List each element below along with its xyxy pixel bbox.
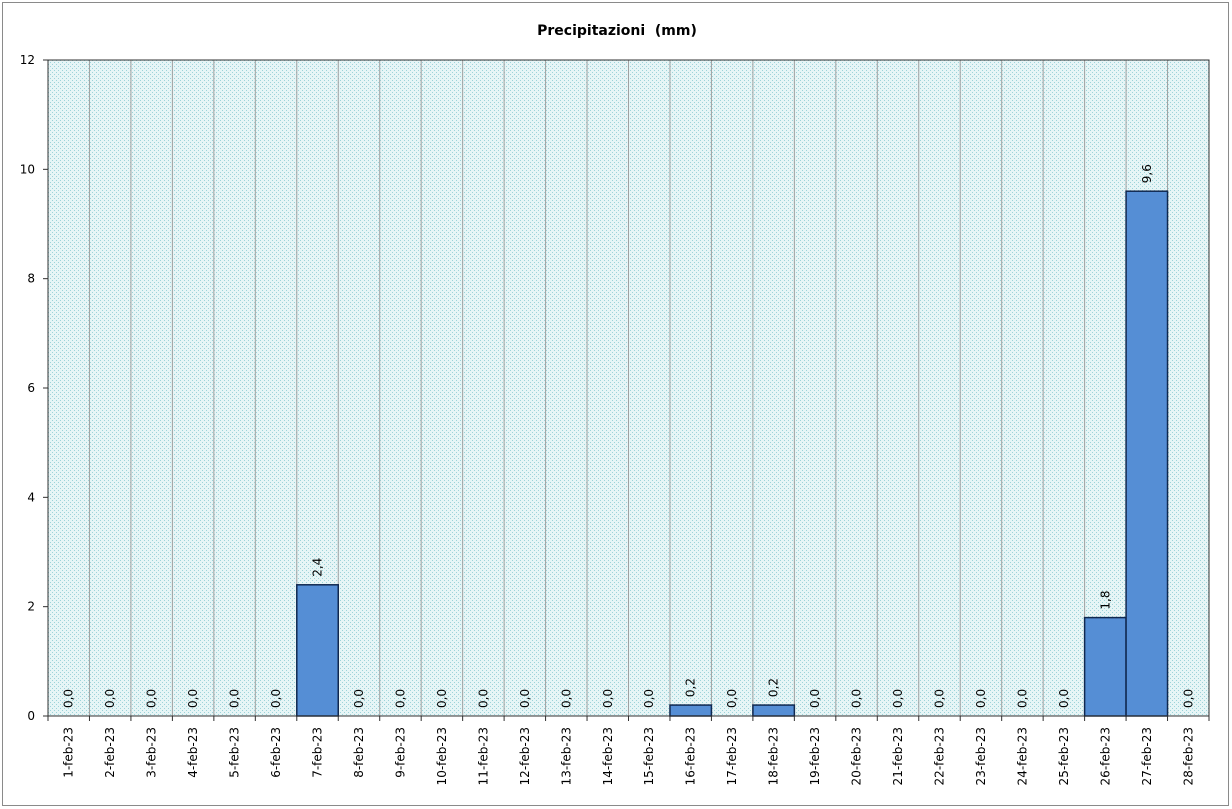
- data-label: 0,0: [103, 689, 117, 708]
- y-tick-label: 10: [20, 162, 35, 176]
- x-tick-label: 10-feb-23: [435, 727, 449, 785]
- data-label: 0,2: [684, 678, 698, 697]
- x-tick-label: 8-feb-23: [352, 727, 366, 778]
- y-tick-label: 12: [20, 53, 35, 67]
- data-label: 0,0: [601, 689, 615, 708]
- y-tick-label: 6: [27, 381, 35, 395]
- data-label: 0,0: [393, 689, 407, 708]
- data-label: 0,0: [435, 689, 449, 708]
- data-label: 2,4: [311, 558, 325, 577]
- x-tick-label: 9-feb-23: [393, 727, 407, 778]
- data-label: 0,0: [1057, 689, 1071, 708]
- x-tick-label: 1-feb-23: [62, 727, 76, 778]
- data-label: 1,8: [1098, 591, 1112, 610]
- x-tick-label: 2-feb-23: [103, 727, 117, 778]
- x-tick-label: 12-feb-23: [518, 727, 532, 785]
- x-tick-label: 23-feb-23: [974, 727, 988, 785]
- y-tick-label: 2: [27, 600, 35, 614]
- data-label: 0,0: [808, 689, 822, 708]
- data-label: 0,0: [476, 689, 490, 708]
- data-label: 0,0: [850, 689, 864, 708]
- data-label: 0,0: [974, 689, 988, 708]
- x-tick-label: 18-feb-23: [767, 727, 781, 785]
- x-tick-label: 21-feb-23: [891, 727, 905, 785]
- data-label: 0,0: [1181, 689, 1195, 708]
- x-tick-label: 17-feb-23: [725, 727, 739, 785]
- x-tick-label: 22-feb-23: [932, 727, 946, 785]
- x-tick-label: 13-feb-23: [559, 727, 573, 785]
- y-tick-label: 4: [27, 490, 35, 504]
- bar: [669, 704, 713, 717]
- data-label: 0,0: [352, 689, 366, 708]
- data-label: 0,0: [725, 689, 739, 708]
- data-label: 0,0: [518, 689, 532, 708]
- data-label: 0,0: [932, 689, 946, 708]
- bar: [296, 584, 339, 717]
- y-tick-label: 8: [27, 272, 35, 286]
- x-tick-label: 19-feb-23: [808, 727, 822, 785]
- data-label: 9,6: [1140, 164, 1154, 183]
- bar: [752, 704, 796, 717]
- data-label: 0,0: [62, 689, 76, 708]
- x-tick-label: 3-feb-23: [145, 727, 159, 778]
- data-label: 0,0: [559, 689, 573, 708]
- data-label: 0,0: [269, 689, 283, 708]
- x-tick-label: 16-feb-23: [684, 727, 698, 785]
- data-label: 0,2: [767, 678, 781, 697]
- x-tick-label: 14-feb-23: [601, 727, 615, 785]
- data-label: 0,0: [228, 689, 242, 708]
- data-label: 0,0: [186, 689, 200, 708]
- data-label: 0,0: [642, 689, 656, 708]
- data-label: 0,0: [891, 689, 905, 708]
- y-tick-label: 0: [27, 709, 35, 723]
- data-label: 0,0: [1015, 689, 1029, 708]
- data-label: 0,0: [145, 689, 159, 708]
- x-tick-label: 11-feb-23: [476, 727, 490, 785]
- x-tick-label: 25-feb-23: [1057, 727, 1071, 785]
- bar: [1083, 616, 1127, 717]
- x-tick-label: 15-feb-23: [642, 727, 656, 785]
- x-tick-label: 20-feb-23: [850, 727, 864, 785]
- bar: [1125, 190, 1169, 717]
- x-tick-label: 7-feb-23: [311, 727, 325, 778]
- x-tick-label: 28-feb-23: [1181, 727, 1195, 785]
- x-tick-label: 4-feb-23: [186, 727, 200, 778]
- plot-group: [47, 59, 1210, 717]
- x-tick-label: 6-feb-23: [269, 727, 283, 778]
- x-tick-label: 27-feb-23: [1140, 727, 1154, 785]
- x-tick-label: 5-feb-23: [228, 727, 242, 778]
- x-tick-label: 26-feb-23: [1098, 727, 1112, 785]
- chart-title: Precipitazioni (mm): [537, 23, 697, 39]
- x-tick-label: 24-feb-23: [1015, 727, 1029, 785]
